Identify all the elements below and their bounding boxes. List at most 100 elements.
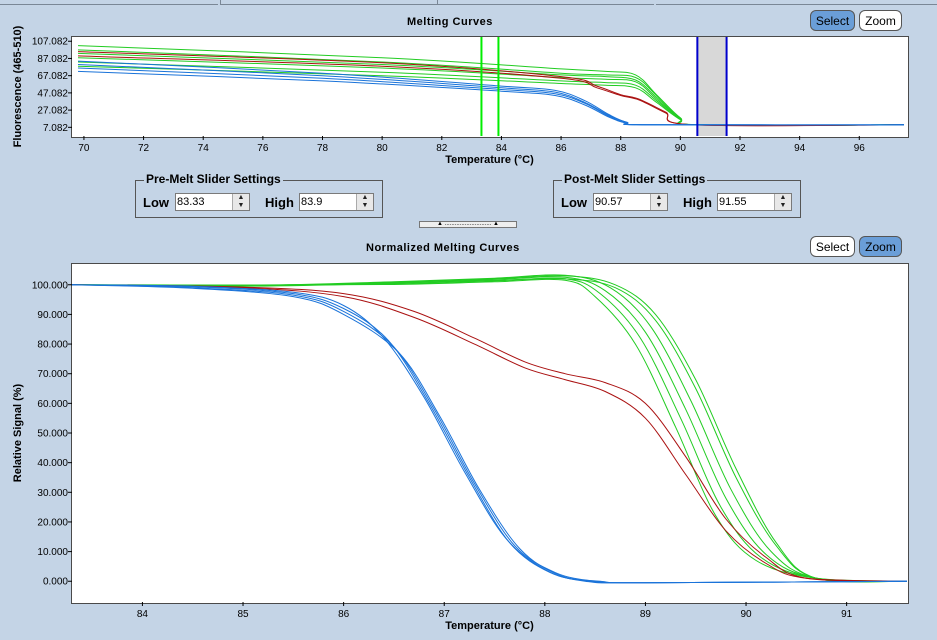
x-axis-label: Temperature (°C): [445, 620, 534, 632]
x-tick-label: 86: [338, 609, 350, 620]
series-line-blue-11: [71, 284, 908, 584]
spin-down-icon[interactable]: ▼: [779, 202, 787, 209]
bottom-plot-area[interactable]: [71, 263, 909, 604]
y-tick-label: 70.000: [37, 369, 68, 380]
tab-1[interactable]: [0, 0, 218, 5]
y-tick-label: 50.000: [37, 429, 68, 440]
panel-splitter[interactable]: ▲ ............................ ▲: [419, 221, 517, 228]
y-tick-label: 87.082: [37, 54, 68, 65]
x-tick-label: 82: [436, 143, 448, 154]
x-tick-label: 88: [539, 609, 551, 620]
spin-down-icon[interactable]: ▼: [361, 202, 369, 209]
top-zoom-button[interactable]: Zoom: [859, 10, 902, 31]
y-tick-label: 80.000: [37, 340, 68, 351]
bottom-zoom-button[interactable]: Zoom: [859, 236, 902, 257]
series-line-green-2: [71, 275, 908, 583]
series-line-red-8: [71, 284, 908, 582]
top-chart-title: Melting Curves: [407, 16, 493, 28]
x-tick-label: 84: [496, 143, 508, 154]
post-melt-low-spinner[interactable]: ▲▼: [593, 193, 668, 211]
pre-melt-title: Pre-Melt Slider Settings: [144, 172, 283, 186]
x-tick-label: 94: [794, 143, 806, 154]
y-tick-label: 0.000: [43, 577, 68, 588]
post-melt-low-arrows[interactable]: ▲ ▼: [650, 194, 667, 210]
spin-down-icon[interactable]: ▼: [237, 202, 245, 209]
post-melt-low-input[interactable]: [595, 195, 647, 209]
post-melt-high-label: High: [683, 195, 712, 210]
spin-down-icon[interactable]: ▼: [655, 202, 663, 209]
post-melt-high-input[interactable]: [719, 195, 771, 209]
pre-melt-low-arrows[interactable]: ▲ ▼: [232, 194, 249, 210]
bottom-select-button[interactable]: Select: [810, 236, 855, 257]
y-axis-label: Fluorescence (465-510): [12, 25, 24, 147]
x-tick-label: 90: [675, 143, 687, 154]
y-tick-label: 100.000: [32, 280, 69, 291]
y-tick-label: 27.082: [37, 106, 68, 117]
series-line-green-3: [71, 274, 908, 582]
post-melt-settings: Post-Melt Slider Settings Low ▲▼ High ▲▼: [553, 172, 801, 218]
y-tick-label: 90.000: [37, 310, 68, 321]
y-tick-label: 107.082: [32, 37, 69, 48]
post-melt-high-spinner[interactable]: ▲▼: [717, 193, 792, 211]
series-line-green-6: [71, 278, 908, 582]
x-tick-label: 84: [137, 609, 149, 620]
post-melt-low-label: Low: [561, 195, 587, 210]
y-tick-label: 20.000: [37, 517, 68, 528]
tab-3[interactable]: [438, 0, 654, 5]
post-melt-title: Post-Melt Slider Settings: [562, 172, 708, 186]
post-melt-high-arrows[interactable]: ▲ ▼: [774, 194, 791, 210]
x-axis-label: Temperature (°C): [445, 154, 534, 166]
x-tick-label: 92: [734, 143, 746, 154]
pre-melt-low-input[interactable]: [177, 195, 229, 209]
x-tick-label: 86: [556, 143, 568, 154]
x-tick-label: 74: [198, 143, 210, 154]
x-tick-label: 89: [640, 609, 652, 620]
x-tick-label: 76: [257, 143, 269, 154]
spin-up-icon[interactable]: ▲: [361, 194, 369, 201]
y-tick-label: 40.000: [37, 458, 68, 469]
tab-strip: [0, 0, 937, 5]
x-tick-label: 90: [740, 609, 752, 620]
x-tick-label: 80: [377, 143, 389, 154]
series-line-green-5: [71, 277, 908, 582]
spin-up-icon[interactable]: ▲: [779, 194, 787, 201]
top-select-button[interactable]: Select: [810, 10, 855, 31]
y-tick-label: 30.000: [37, 488, 68, 499]
y-tick-label: 47.082: [37, 88, 68, 99]
y-axis-label: Relative Signal (%): [12, 383, 24, 482]
tab-4[interactable]: [656, 0, 937, 5]
x-tick-label: 70: [78, 143, 90, 154]
spin-up-icon[interactable]: ▲: [237, 194, 245, 201]
pre-melt-low-spinner[interactable]: ▲▼: [175, 193, 250, 211]
pre-melt-high-input[interactable]: [301, 195, 353, 209]
pre-melt-low-label: Low: [143, 195, 169, 210]
series-line-green-1: [71, 277, 908, 583]
y-tick-label: 10.000: [37, 547, 68, 558]
y-tick-label: 7.082: [43, 123, 68, 134]
pre-melt-settings: Pre-Melt Slider Settings Low ▲▼ High ▲▼: [135, 172, 383, 218]
bottom-chart-title: Normalized Melting Curves: [366, 242, 520, 254]
y-tick-label: 60.000: [37, 399, 68, 410]
x-tick-label: 88: [615, 143, 627, 154]
pre-melt-high-arrows[interactable]: ▲ ▼: [356, 194, 373, 210]
tab-2[interactable]: [220, 0, 438, 5]
y-tick-label: 67.082: [37, 71, 68, 82]
spin-up-icon[interactable]: ▲: [655, 194, 663, 201]
post-melt-shaded-region: [697, 37, 727, 136]
x-tick-label: 96: [854, 143, 866, 154]
x-tick-label: 87: [439, 609, 451, 620]
x-tick-label: 91: [841, 609, 853, 620]
series-line-blue-9: [71, 284, 908, 584]
pre-melt-high-spinner[interactable]: ▲▼: [299, 193, 374, 211]
series-line-red-7: [71, 284, 908, 582]
series-line-blue-10: [71, 284, 908, 584]
series-line-blue-12: [77, 70, 905, 126]
x-tick-label: 85: [237, 609, 249, 620]
x-tick-label: 72: [138, 143, 150, 154]
series-line-blue-12: [71, 284, 908, 584]
series-line-green-4: [71, 276, 908, 582]
x-tick-label: 78: [317, 143, 329, 154]
pre-melt-high-label: High: [265, 195, 294, 210]
